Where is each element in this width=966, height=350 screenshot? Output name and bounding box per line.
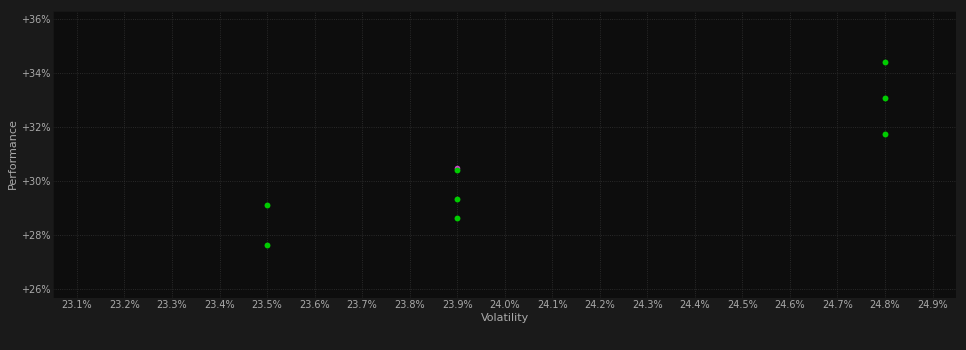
Point	[877, 131, 893, 136]
Point	[259, 242, 274, 247]
Point	[877, 59, 893, 65]
Point	[877, 96, 893, 101]
Y-axis label: Performance: Performance	[8, 119, 18, 189]
Point	[449, 215, 465, 220]
Point	[449, 167, 465, 173]
X-axis label: Volatility: Volatility	[481, 313, 528, 323]
Point	[449, 196, 465, 202]
Point	[449, 165, 465, 170]
Point	[259, 203, 274, 208]
